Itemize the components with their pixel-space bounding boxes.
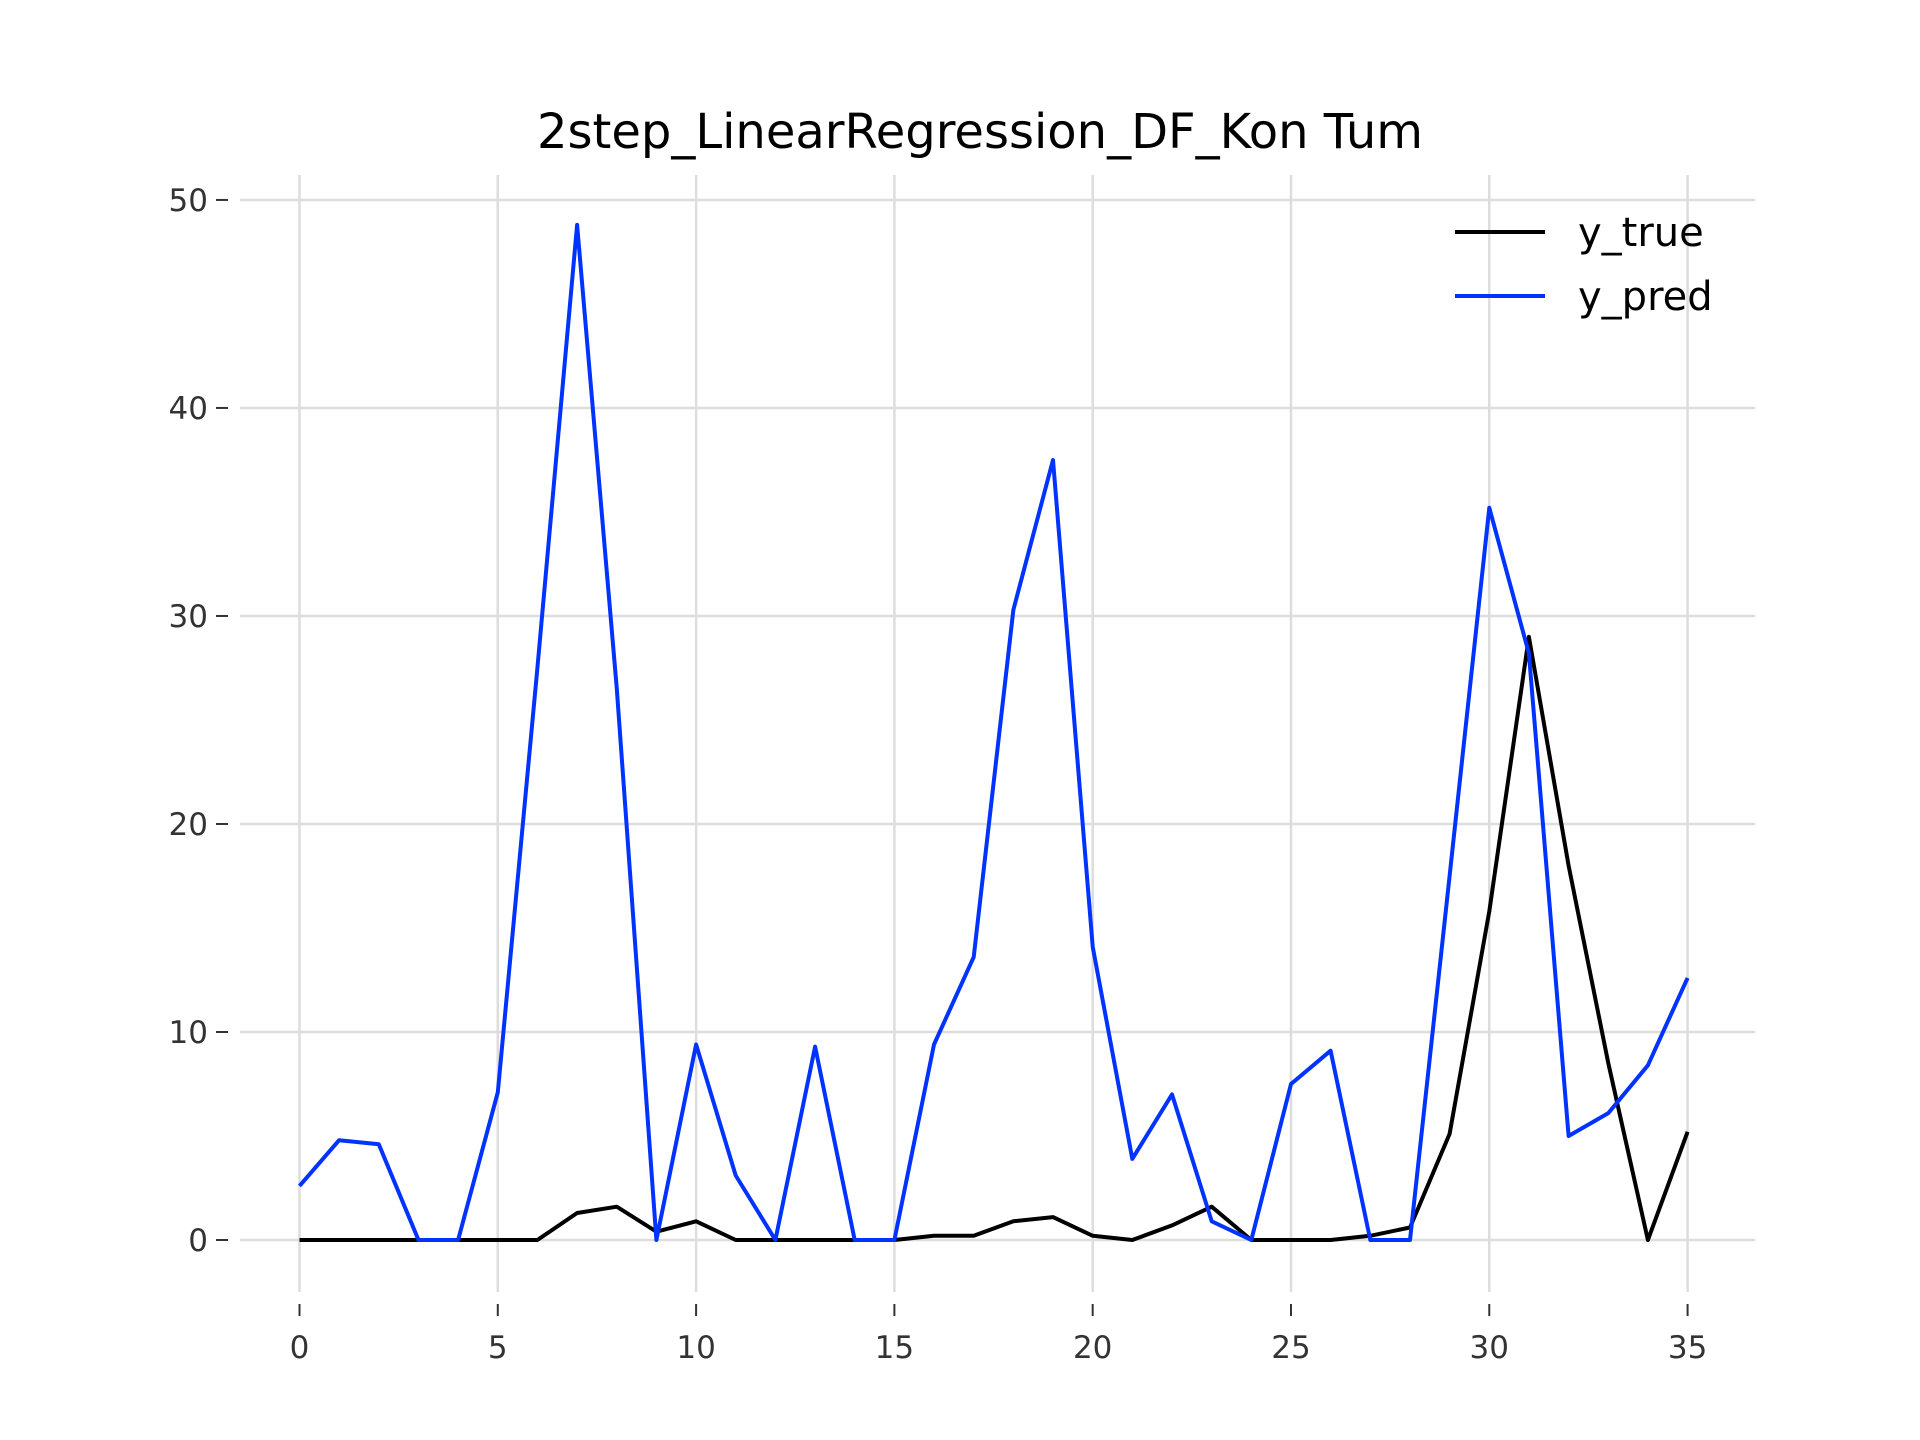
series-group: [297, 222, 1690, 1242]
legend: y_true y_pred: [1455, 210, 1713, 320]
series-line-y-pred: [297, 222, 1690, 1242]
y-tick-label: 0: [188, 1223, 208, 1259]
x-tick-label: 30: [1470, 1330, 1509, 1366]
x-tick-label: 35: [1668, 1330, 1707, 1366]
y-tick-label: 20: [169, 807, 208, 843]
x-tick-label: 5: [488, 1330, 508, 1366]
x-tick-label: 25: [1271, 1330, 1310, 1366]
y-tick-label: 50: [169, 183, 208, 219]
x-tick-label: 15: [875, 1330, 914, 1366]
legend-label-y-true: y_true: [1578, 210, 1704, 256]
y-tick-label: 30: [169, 599, 208, 635]
chart-title: 2step_LinearRegression_DF_Kon Tum: [537, 104, 1423, 160]
y-tick-label: 40: [169, 391, 208, 427]
y-tick-label: 10: [169, 1015, 208, 1051]
x-tick-label: 20: [1073, 1330, 1112, 1366]
grid: [240, 175, 1755, 1292]
x-tick-label: 0: [290, 1330, 310, 1366]
legend-label-y-pred: y_pred: [1578, 274, 1713, 320]
y-axis: 0 10 20 30 40 50: [169, 183, 228, 1259]
series-line-y-true: [299, 634, 1690, 1242]
x-tick-label: 10: [676, 1330, 715, 1366]
x-axis: 0 5 10 15 20 25 30 35: [290, 1304, 1707, 1366]
